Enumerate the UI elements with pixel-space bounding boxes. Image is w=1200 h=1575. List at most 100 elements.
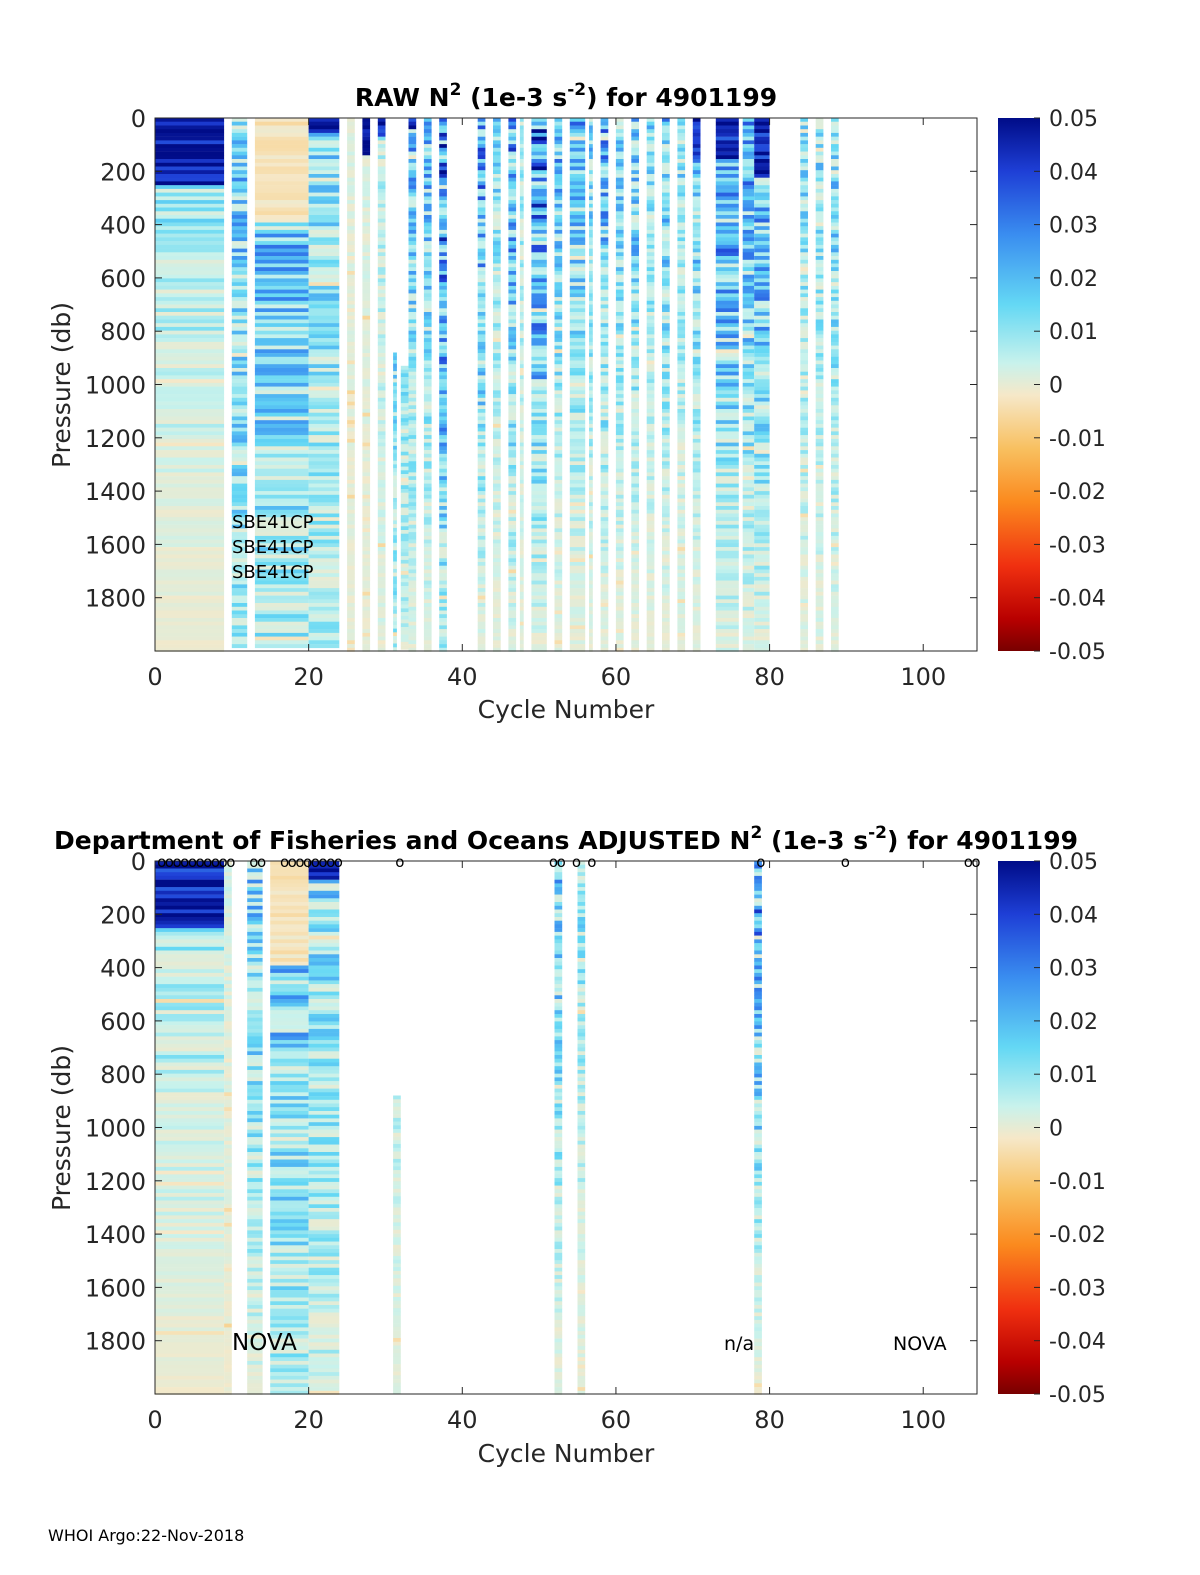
heatmap-cell xyxy=(377,177,386,182)
heatmap-cell xyxy=(377,282,386,287)
heatmap-cell xyxy=(554,293,563,298)
heatmap-cell xyxy=(477,293,486,298)
heatmap-cell xyxy=(677,394,686,399)
heatmap-cell xyxy=(754,151,770,156)
heatmap-cell xyxy=(377,517,386,522)
heatmap-cell xyxy=(254,576,309,581)
heatmap-cell xyxy=(569,356,586,361)
heatmap-cell xyxy=(377,412,386,417)
heatmap-cell xyxy=(423,297,432,302)
heatmap-cell xyxy=(254,166,309,171)
heatmap-cell xyxy=(754,401,770,406)
heatmap-cell xyxy=(347,319,355,324)
heatmap-cell xyxy=(742,211,755,216)
heatmap-cell xyxy=(362,166,371,171)
heatmap-cell xyxy=(254,222,309,227)
heatmap-cell xyxy=(362,457,371,462)
heatmap-cell xyxy=(615,573,624,578)
heatmap-cell xyxy=(815,591,824,596)
heatmap-cell xyxy=(393,386,397,391)
heatmap-cell xyxy=(715,446,739,451)
heatmap-cell xyxy=(393,356,397,361)
heatmap-cell xyxy=(519,259,524,264)
heatmap-cell xyxy=(754,136,770,141)
heatmap-cell xyxy=(815,338,824,343)
heatmap-cell xyxy=(493,349,501,354)
heatmap-cell xyxy=(519,334,524,339)
heatmap-cell xyxy=(308,423,340,428)
heatmap-cell xyxy=(155,229,225,234)
heatmap-cell xyxy=(400,627,409,631)
heatmap-cell xyxy=(531,573,547,578)
heatmap-cell xyxy=(519,547,524,552)
heatmap-cell xyxy=(715,565,739,570)
heatmap-cell xyxy=(692,397,701,402)
heatmap-cell xyxy=(831,319,839,324)
heatmap-cell xyxy=(493,558,501,563)
heatmap-cell xyxy=(362,603,371,607)
heatmap-cell xyxy=(231,259,248,264)
heatmap-cell xyxy=(600,267,609,272)
heatmap-cell xyxy=(254,353,309,358)
heatmap-cell xyxy=(677,580,686,585)
heatmap-cell xyxy=(569,237,586,242)
heatmap-cell xyxy=(831,237,839,242)
heatmap-cell xyxy=(569,345,586,350)
heatmap-cell xyxy=(231,442,248,447)
heatmap-cell xyxy=(631,446,639,451)
heatmap-cell xyxy=(600,222,609,227)
heatmap-cell xyxy=(347,263,355,268)
heatmap-cell xyxy=(224,1346,232,1350)
heatmap-cell xyxy=(589,535,593,540)
heatmap-cell xyxy=(589,203,593,208)
heatmap-cell xyxy=(400,515,409,520)
heatmap-cell xyxy=(600,375,609,380)
heatmap-cell xyxy=(831,170,839,175)
heatmap-cell xyxy=(715,181,739,186)
heatmap-cell xyxy=(477,125,486,130)
heatmap-cell xyxy=(308,181,340,186)
heatmap-cell xyxy=(554,584,563,589)
heatmap-cell xyxy=(554,226,563,231)
heatmap-cell xyxy=(831,334,839,339)
heatmap-cell xyxy=(600,427,609,432)
heatmap-cell xyxy=(646,442,655,447)
heatmap-cell xyxy=(754,565,770,570)
heatmap-cell xyxy=(677,166,686,171)
heatmap-cell xyxy=(569,226,586,231)
heatmap-cell xyxy=(589,155,593,160)
heatmap-cell xyxy=(519,274,524,279)
heatmap-cell xyxy=(393,464,397,469)
heatmap-cell xyxy=(155,468,225,473)
heatmap-cell xyxy=(362,297,371,302)
heatmap-cell xyxy=(662,222,670,227)
heatmap-cell xyxy=(508,211,517,216)
heatmap-cell xyxy=(692,409,701,413)
heatmap-cell xyxy=(677,524,686,529)
heatmap-cell xyxy=(631,360,639,365)
heatmap-cell xyxy=(408,416,417,421)
heatmap-cell xyxy=(754,323,770,328)
heatmap-cell xyxy=(477,375,486,380)
heatmap-cell xyxy=(600,412,609,417)
heatmap-cell xyxy=(715,177,739,182)
heatmap-cell xyxy=(615,647,624,652)
heatmap-cell xyxy=(692,118,701,122)
heatmap-cell xyxy=(754,502,770,507)
heatmap-cell xyxy=(408,364,417,369)
heatmap-cell xyxy=(531,453,547,458)
heatmap-cell xyxy=(377,524,386,529)
heatmap-cell xyxy=(439,603,447,607)
heatmap-cell xyxy=(508,431,517,436)
heatmap-cell xyxy=(362,450,371,455)
heatmap-cell xyxy=(742,300,755,305)
heatmap-cell xyxy=(831,118,839,122)
heatmap-cell xyxy=(715,345,739,350)
heatmap-cell xyxy=(815,177,824,182)
heatmap-cell xyxy=(423,140,432,145)
heatmap-cell xyxy=(631,554,639,559)
heatmap-cell xyxy=(600,312,609,316)
heatmap-cell xyxy=(408,203,417,208)
heatmap-cell xyxy=(646,237,655,242)
heatmap-cell xyxy=(519,241,524,246)
